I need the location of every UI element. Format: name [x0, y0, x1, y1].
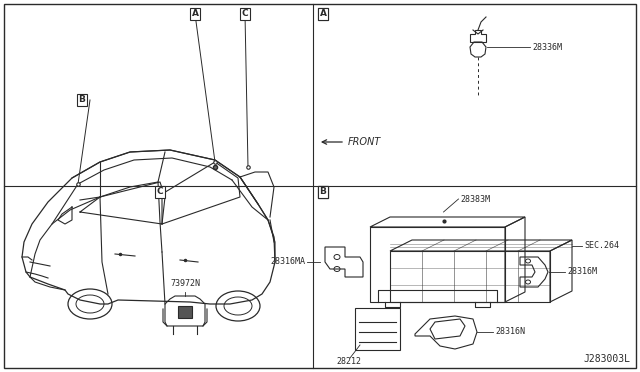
Text: A: A — [319, 10, 326, 19]
Text: 28212: 28212 — [337, 357, 362, 366]
Text: B: B — [319, 187, 326, 196]
Text: 28383M: 28383M — [461, 195, 490, 203]
Text: B: B — [79, 96, 85, 105]
Polygon shape — [178, 306, 192, 318]
Text: 73972N: 73972N — [170, 279, 200, 289]
Text: 28316N: 28316N — [495, 327, 525, 337]
Text: 28316M: 28316M — [567, 267, 597, 276]
Text: 28336M: 28336M — [532, 42, 562, 51]
Text: 28316MA: 28316MA — [270, 257, 305, 266]
Text: A: A — [319, 10, 326, 19]
Text: C: C — [320, 187, 326, 196]
Text: A: A — [191, 10, 198, 19]
Text: SEC.264: SEC.264 — [584, 241, 619, 250]
Text: J283003L: J283003L — [583, 354, 630, 364]
Text: C: C — [157, 187, 163, 196]
Text: FRONT: FRONT — [348, 137, 381, 147]
Text: C: C — [242, 10, 248, 19]
Text: B: B — [319, 187, 326, 196]
